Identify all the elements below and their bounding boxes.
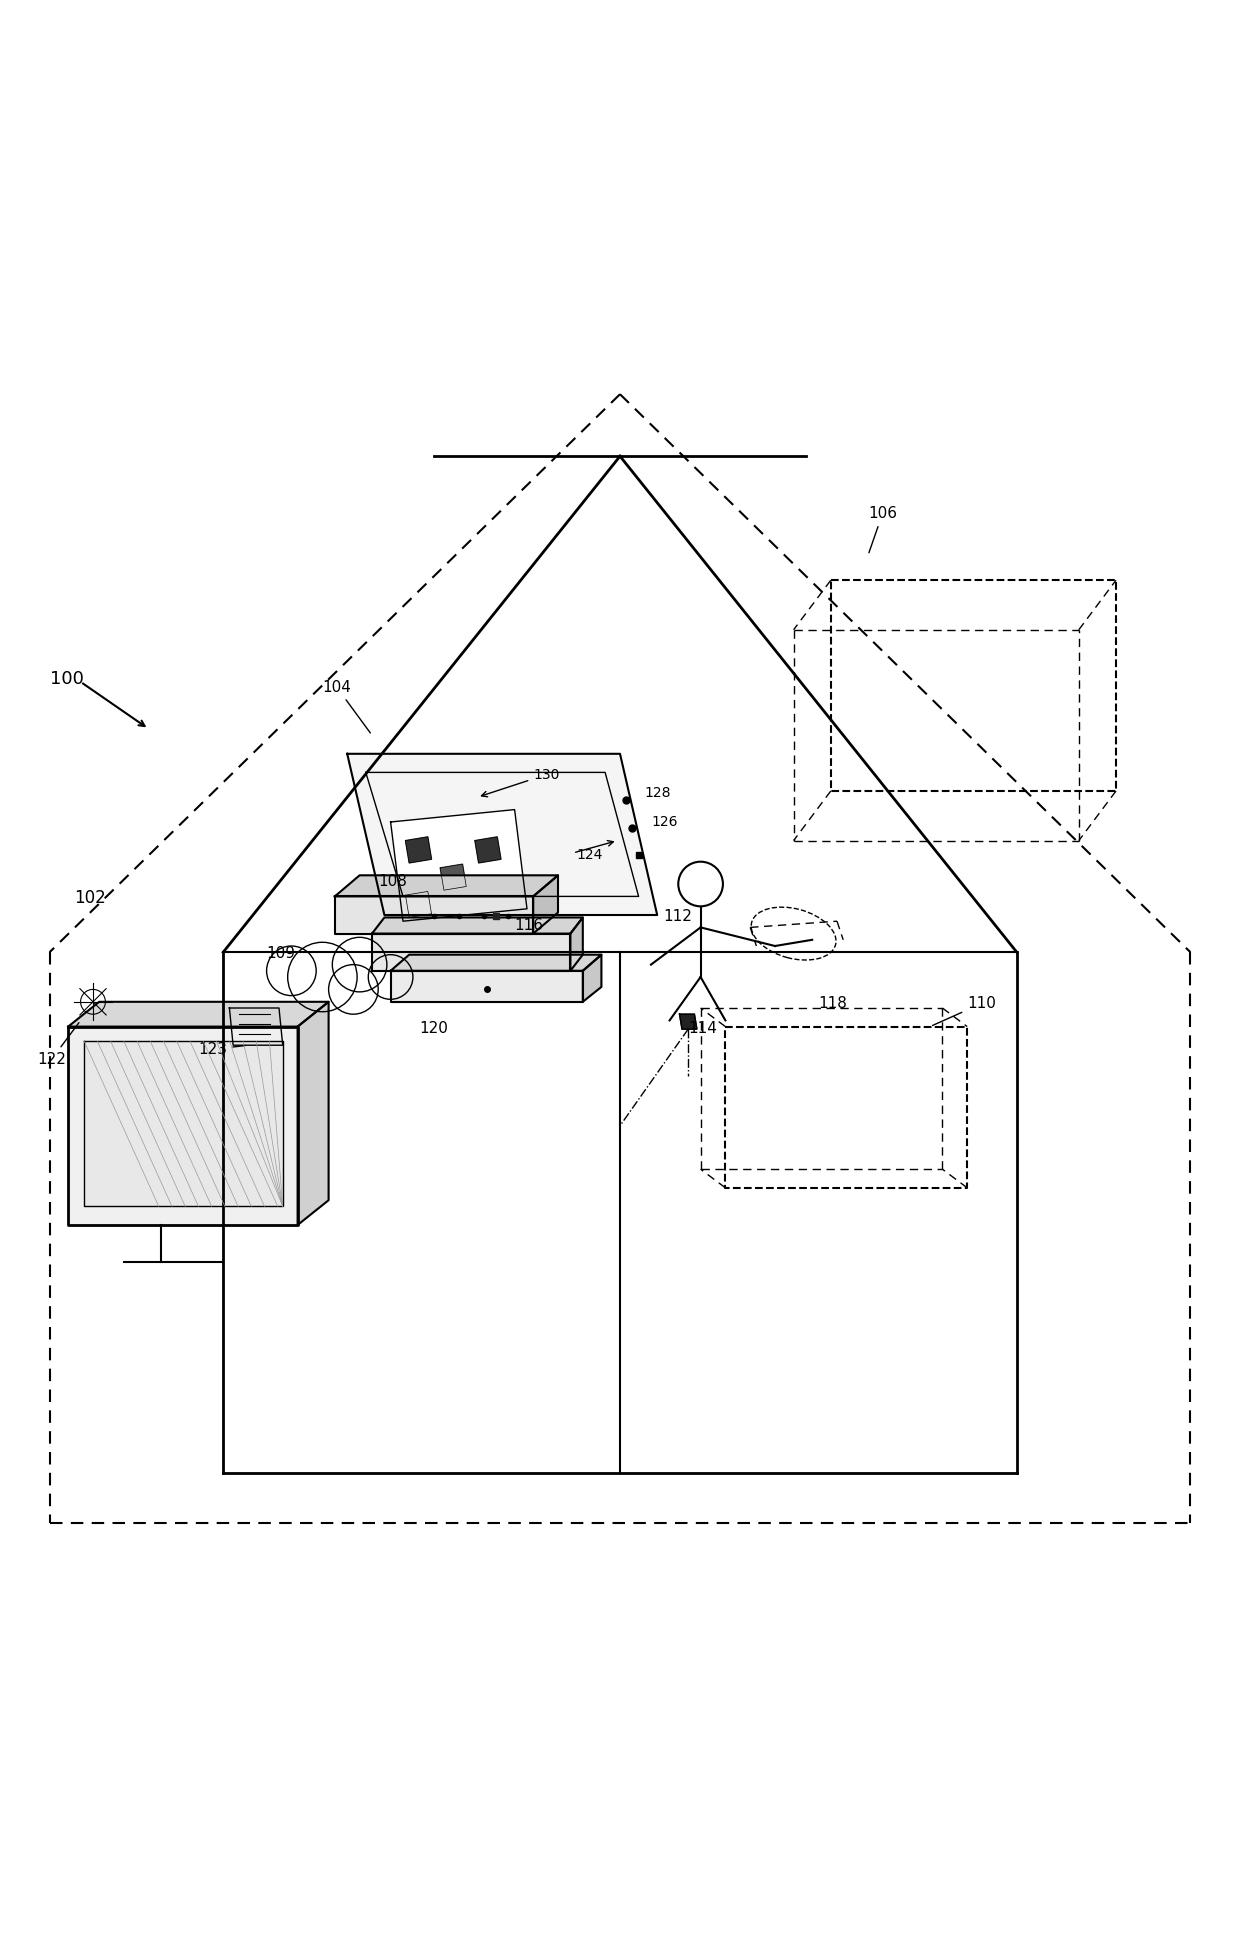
Polygon shape: [229, 1008, 283, 1045]
Text: 120: 120: [419, 1020, 449, 1036]
Polygon shape: [680, 1014, 697, 1030]
Text: 109: 109: [267, 946, 295, 961]
Polygon shape: [475, 836, 501, 864]
Text: 116: 116: [515, 918, 543, 932]
Text: 130: 130: [481, 768, 559, 797]
Text: 104: 104: [322, 680, 371, 733]
Polygon shape: [335, 875, 558, 897]
Text: 102: 102: [74, 889, 107, 907]
Text: 106: 106: [868, 506, 897, 553]
Polygon shape: [391, 956, 601, 971]
Text: 100: 100: [50, 670, 83, 688]
Text: 122: 122: [37, 1022, 79, 1067]
Polygon shape: [372, 934, 570, 971]
Polygon shape: [583, 956, 601, 1002]
Polygon shape: [391, 971, 583, 1002]
Polygon shape: [405, 891, 432, 918]
Polygon shape: [335, 897, 533, 934]
Text: 126: 126: [651, 815, 677, 828]
Polygon shape: [298, 1002, 329, 1225]
Polygon shape: [68, 1026, 298, 1225]
Polygon shape: [405, 836, 432, 864]
Text: 124: 124: [577, 848, 603, 862]
Text: 110: 110: [932, 997, 996, 1026]
Text: 108: 108: [378, 875, 407, 889]
Text: 118: 118: [818, 997, 847, 1010]
Text: 123: 123: [198, 1041, 246, 1057]
Polygon shape: [68, 1002, 329, 1026]
Text: 112: 112: [663, 909, 692, 924]
Polygon shape: [533, 875, 558, 934]
Polygon shape: [391, 809, 527, 920]
Polygon shape: [570, 918, 583, 971]
Text: 128: 128: [645, 786, 671, 801]
Polygon shape: [347, 754, 657, 914]
Polygon shape: [440, 864, 466, 891]
Polygon shape: [84, 1041, 283, 1206]
Text: 114: 114: [688, 1020, 717, 1036]
Polygon shape: [372, 918, 583, 934]
